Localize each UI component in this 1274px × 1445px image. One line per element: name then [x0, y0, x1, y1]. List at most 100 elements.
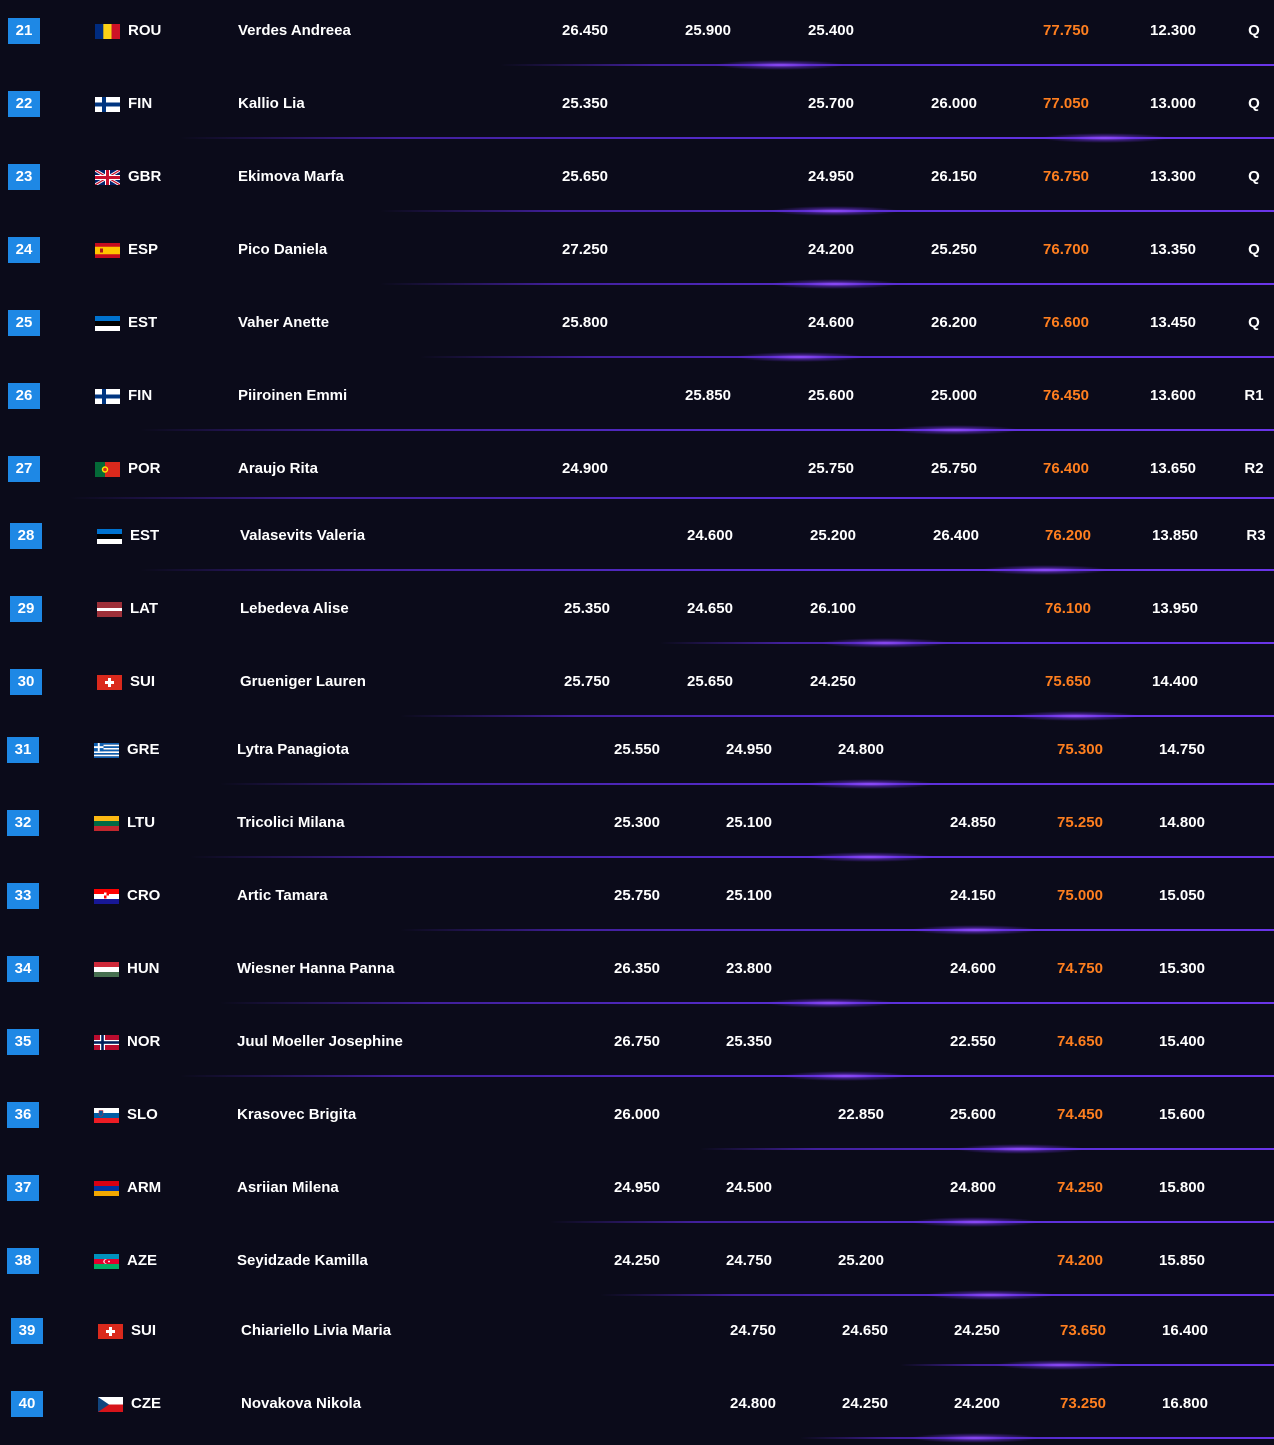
score-3: 25.200: [810, 527, 856, 544]
rank-badge: 22: [8, 91, 40, 117]
athlete-name: Chiariello Livia Maria: [241, 1322, 392, 1339]
score-1: 26.000: [614, 1106, 660, 1123]
gap-to-leader: 16.400: [1162, 1322, 1208, 1339]
score-2: 24.800: [730, 1395, 776, 1412]
score-2: 25.100: [726, 887, 772, 904]
nation-code: GBR: [128, 168, 162, 185]
qualification-status: R1: [1244, 387, 1264, 404]
qualification-status: R2: [1244, 460, 1264, 477]
total-score: 76.450: [1043, 387, 1089, 404]
divider-glow: [805, 779, 935, 789]
athlete-name: Piiroinen Emmi: [238, 387, 348, 404]
gap-to-leader: 14.400: [1152, 673, 1198, 690]
score-2: 24.500: [726, 1179, 772, 1196]
row-divider: [190, 856, 1274, 858]
total-score: 73.650: [1060, 1322, 1106, 1339]
score-3: 24.200: [808, 241, 854, 258]
score-2: 23.800: [726, 960, 772, 977]
rank-badge: 34: [7, 956, 39, 982]
score-2: 25.900: [685, 22, 731, 39]
rank-badge: 28: [10, 523, 42, 549]
score-3: 24.650: [842, 1322, 888, 1339]
score-4: 25.750: [931, 460, 977, 477]
gap-to-leader: 13.950: [1152, 600, 1198, 617]
row-divider: [220, 783, 1274, 785]
nation-code: FIN: [128, 95, 153, 112]
divider-glow: [765, 998, 895, 1008]
score-4: 24.850: [950, 814, 996, 831]
norway-flag: [94, 1035, 119, 1050]
athlete-name: Grueniger Lauren: [240, 673, 366, 690]
score-1: 25.750: [614, 887, 660, 904]
rank-badge: 35: [7, 1029, 39, 1055]
score-1: 26.750: [614, 1033, 660, 1050]
athlete-name: Artic Tamara: [237, 887, 328, 904]
czechia-flag: [98, 1397, 123, 1412]
score-2: 24.950: [726, 741, 772, 758]
row-divider: [400, 929, 1274, 931]
nation-code: ARM: [127, 1179, 162, 1196]
gap-to-leader: 15.400: [1159, 1033, 1205, 1050]
nation-code: SLO: [127, 1106, 158, 1123]
row-divider: [180, 1075, 1274, 1077]
score-4: 26.400: [933, 527, 979, 544]
nation-code: ESP: [128, 241, 159, 258]
divider-glow: [995, 1360, 1125, 1370]
score-3: 24.950: [808, 168, 854, 185]
divider-glow: [910, 1217, 1040, 1227]
gap-to-leader: 13.600: [1150, 387, 1196, 404]
score-3: 24.800: [838, 741, 884, 758]
finland-flag: [95, 97, 120, 112]
qualification-status: Q: [1248, 168, 1260, 185]
rank-badge: 37: [7, 1175, 39, 1201]
total-score: 77.750: [1043, 22, 1089, 39]
athlete-name: Kallio Lia: [238, 95, 305, 112]
total-score: 76.100: [1045, 600, 1091, 617]
score-2: 24.750: [730, 1322, 776, 1339]
total-score: 75.650: [1045, 673, 1091, 690]
score-3: 24.600: [808, 314, 854, 331]
nation-code: FIN: [128, 387, 153, 404]
gap-to-leader: 13.300: [1150, 168, 1196, 185]
athlete-name: Seyidzade Kamilla: [237, 1252, 368, 1269]
score-4: 26.150: [931, 168, 977, 185]
divider-glow: [770, 206, 900, 216]
athlete-name: Novakova Nikola: [241, 1395, 362, 1412]
lithuania-flag: [94, 816, 119, 831]
rank-badge: 30: [10, 669, 42, 695]
switzerland-flag: [98, 1324, 123, 1339]
nation-code: ROU: [128, 22, 162, 39]
divider-glow: [805, 852, 935, 862]
score-4: 25.000: [931, 387, 977, 404]
score-1: 24.950: [614, 1179, 660, 1196]
nation-code: NOR: [127, 1033, 161, 1050]
nation-code: EST: [128, 314, 158, 331]
score-4: 24.600: [950, 960, 996, 977]
armenia-flag: [94, 1181, 119, 1196]
divider-glow: [925, 1290, 1055, 1300]
athlete-name: Lebedeva Alise: [240, 600, 349, 617]
nation-code: HUN: [127, 960, 160, 977]
nation-code: POR: [128, 460, 161, 477]
total-score: 74.750: [1057, 960, 1103, 977]
divider-glow: [980, 565, 1110, 575]
score-4: 26.000: [931, 95, 977, 112]
score-4: 25.250: [931, 241, 977, 258]
qualification-status: Q: [1248, 241, 1260, 258]
score-1: 25.650: [562, 168, 608, 185]
gap-to-leader: 12.300: [1150, 22, 1196, 39]
rank-badge: 23: [8, 164, 40, 190]
row-divider: [70, 497, 1274, 499]
nation-code: SUI: [130, 673, 156, 690]
row-divider: [500, 64, 1274, 66]
gap-to-leader: 14.750: [1159, 741, 1205, 758]
finland-flag: [95, 389, 120, 404]
score-1: 25.350: [564, 600, 610, 617]
nation-code: LTU: [127, 814, 156, 831]
score-2: 25.850: [685, 387, 731, 404]
row-divider: [180, 137, 1274, 139]
athlete-name: Lytra Panagiota: [237, 741, 349, 758]
total-score: 76.700: [1043, 241, 1089, 258]
divider-glow: [1010, 711, 1140, 721]
total-score: 75.250: [1057, 814, 1103, 831]
